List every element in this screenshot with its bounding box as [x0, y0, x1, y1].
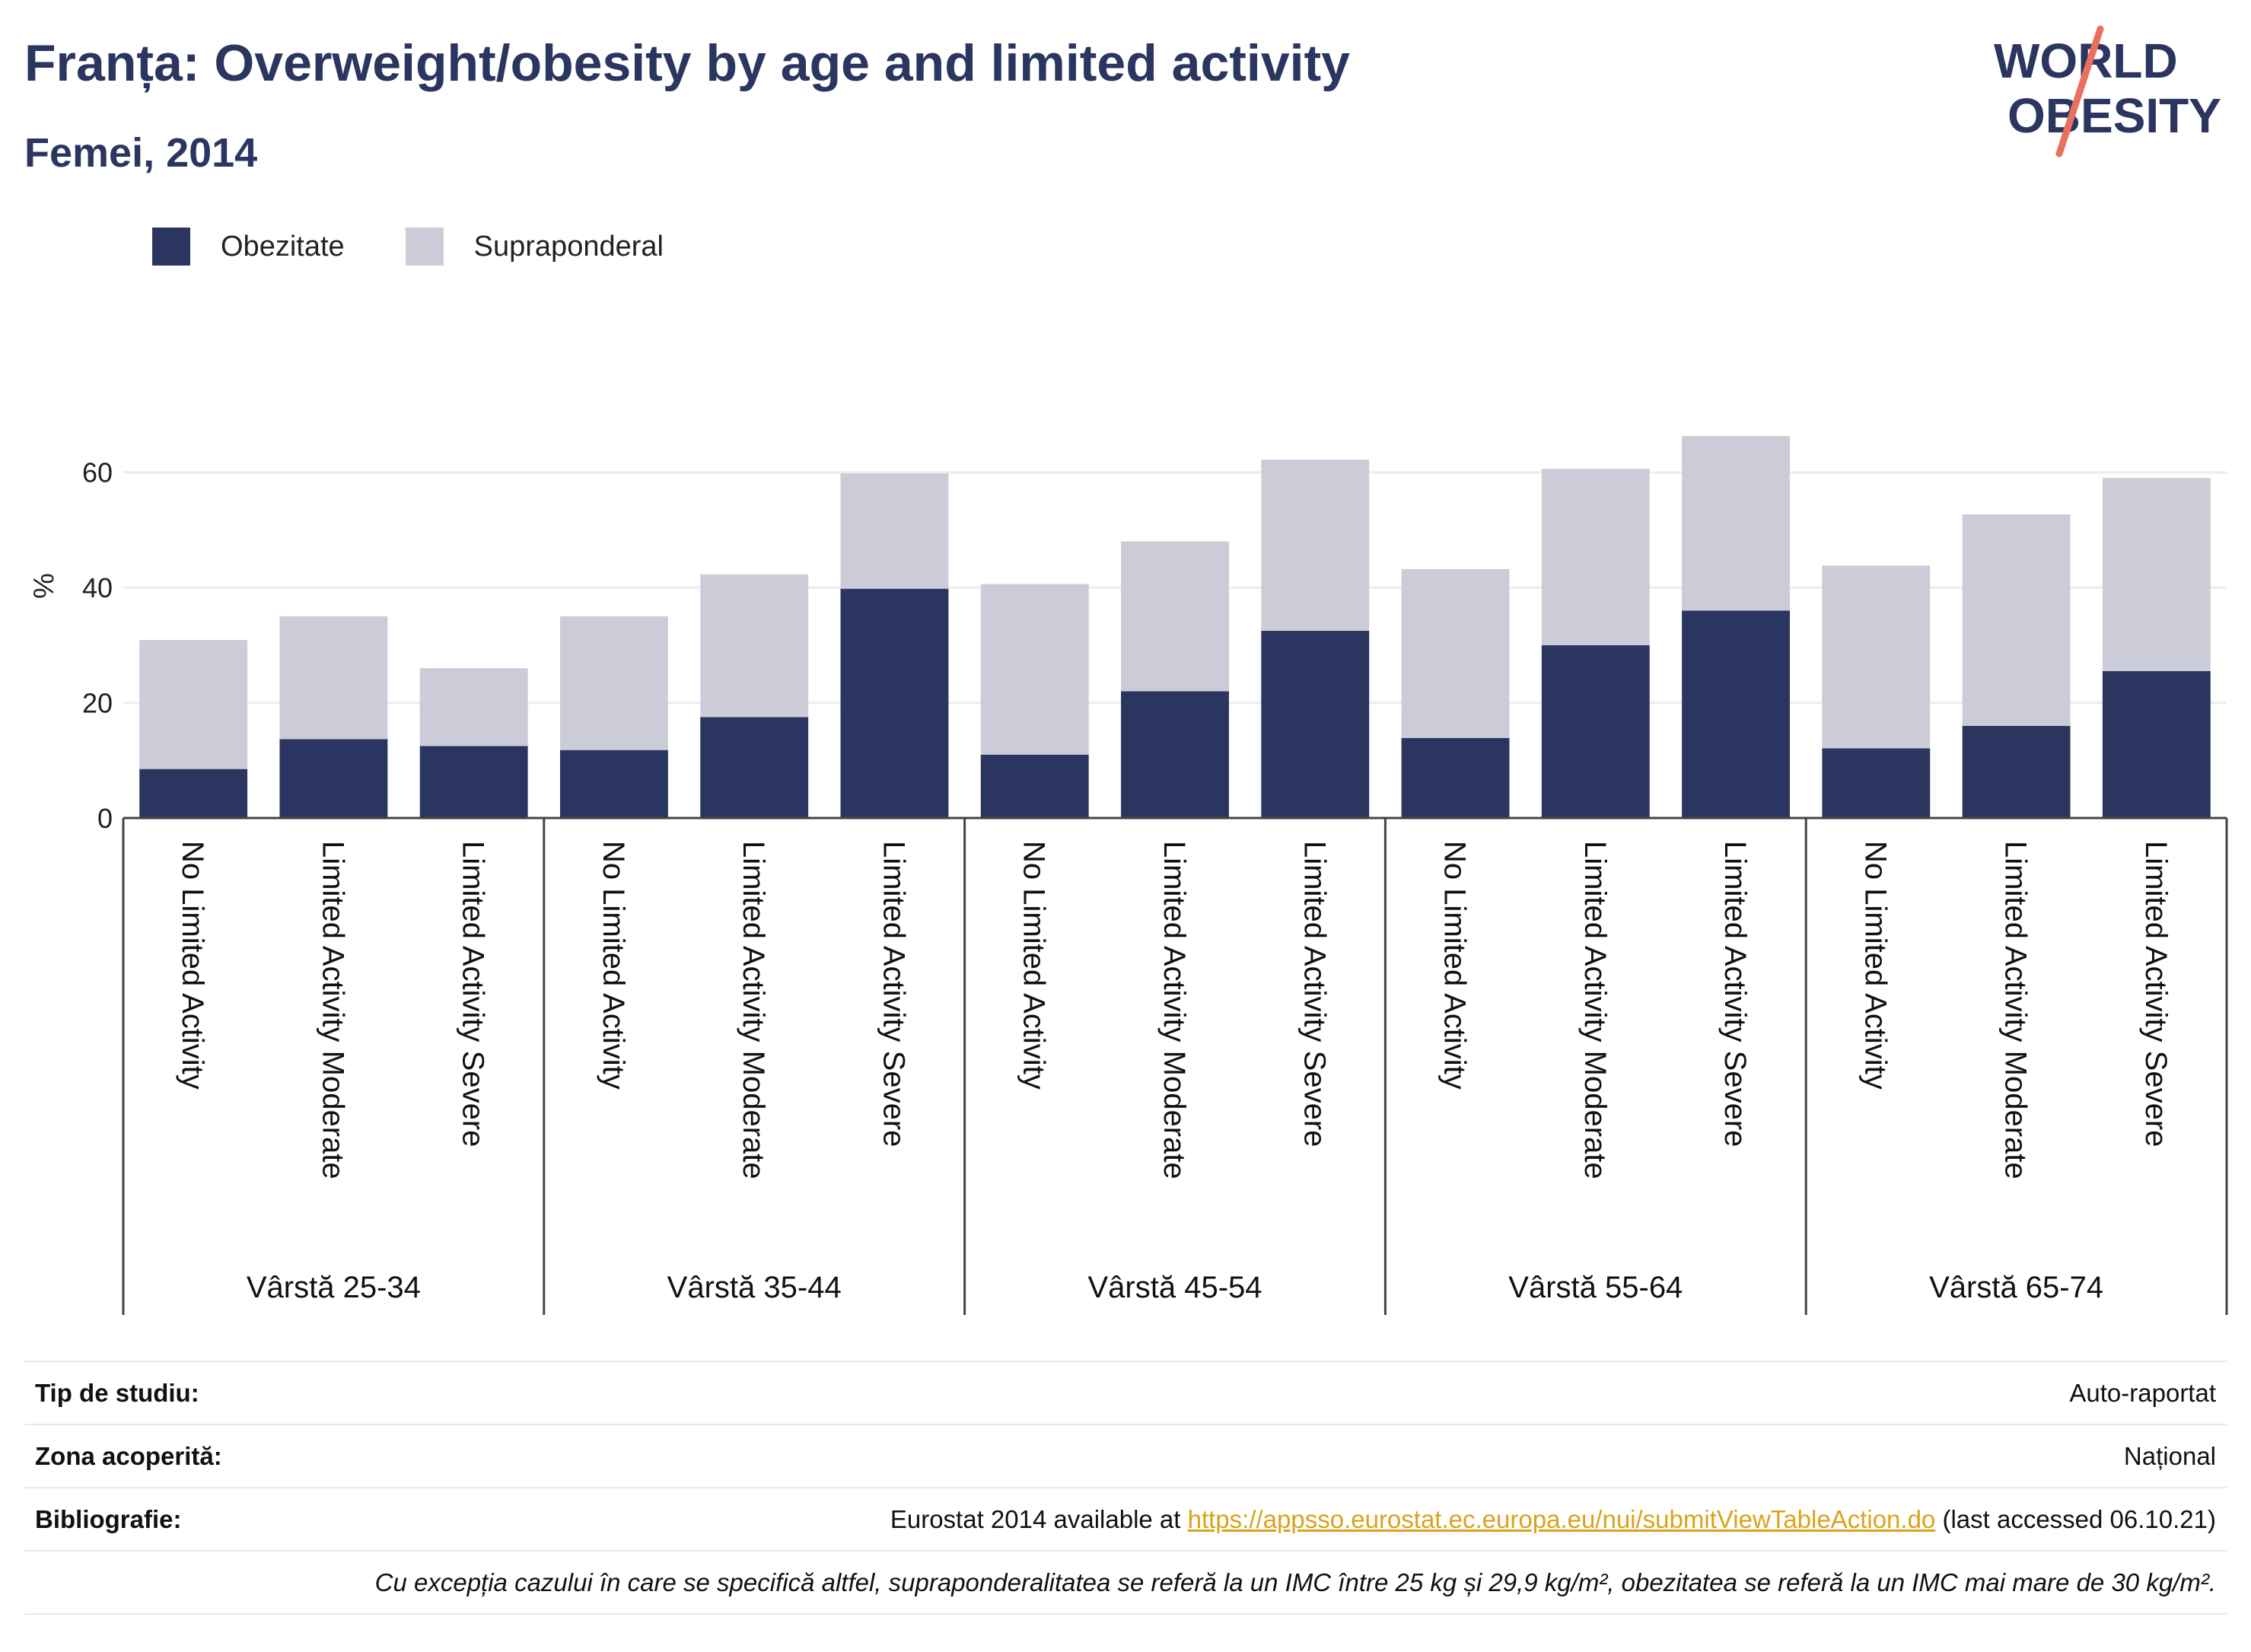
bar-obesity: [1261, 630, 1370, 818]
bar-overweight: [2102, 478, 2211, 671]
bar-overweight: [840, 473, 949, 589]
bar-obesity: [1121, 691, 1229, 818]
x-category-label: Limited Activity Moderate: [1157, 841, 1191, 1179]
logo-text-obesity: OBESITY: [2007, 88, 2221, 143]
legend-swatch-overweight: [405, 228, 444, 266]
bar-overweight: [1121, 541, 1229, 692]
x-category-label: Limited Activity Moderate: [316, 841, 349, 1179]
legend-item-overweight: Supraponderal: [405, 228, 664, 266]
coverage-label: Zona acoperită:: [35, 1441, 222, 1470]
chart-subtitle: Femei, 2014: [24, 130, 258, 176]
legend-item-obesity: Obezitate: [152, 228, 345, 266]
bar-overweight: [700, 574, 809, 718]
bar-obesity: [1822, 748, 1931, 818]
y-tick-label: 60: [82, 457, 113, 489]
x-category-label: No Limited Activity: [1438, 841, 1472, 1090]
x-category-label: Limited Activity Severe: [2139, 841, 2173, 1147]
definition-note: Cu excepția cazului în care se specifică…: [374, 1568, 2216, 1596]
info-row-coverage: Zona acoperită: Național: [24, 1424, 2227, 1487]
x-group-label: Vârstă 35-44: [667, 1271, 842, 1304]
bar-overweight: [1822, 565, 1931, 749]
x-group-label: Vârstă 55-64: [1508, 1271, 1683, 1304]
world-obesity-logo: WORLD OBESITY: [1994, 25, 2221, 158]
bar-obesity: [700, 717, 809, 818]
coverage-value: Național: [2123, 1441, 2216, 1470]
bar-obesity: [1962, 725, 2071, 818]
logo-slash-mark: [2055, 25, 2104, 158]
bar-overweight: [1682, 436, 1791, 611]
bar-obesity: [2102, 670, 2211, 818]
x-category-label: Limited Activity Moderate: [737, 841, 770, 1179]
y-tick-label: 40: [82, 572, 113, 603]
study-type-value: Auto-raportat: [2069, 1378, 2216, 1407]
bibliography-prefix: Eurostat 2014 available at: [890, 1504, 1188, 1533]
bibliography-value: Eurostat 2014 available at https://appss…: [890, 1505, 2227, 1534]
x-category-label: No Limited Activity: [597, 841, 630, 1090]
y-axis-label: %: [28, 573, 60, 599]
x-category-label: No Limited Activity: [1858, 841, 1892, 1090]
info-row-study-type: Tip de studiu: Auto-raportat: [24, 1361, 2227, 1424]
bar-overweight: [419, 668, 528, 746]
x-group-label: Vârstă 25-34: [247, 1271, 421, 1304]
y-tick-label: 20: [82, 688, 113, 719]
bar-obesity: [980, 754, 1089, 818]
x-category-label: No Limited Activity: [176, 841, 209, 1090]
x-category-label: Limited Activity Moderate: [1578, 841, 1612, 1179]
bar-overweight: [980, 584, 1089, 755]
x-group-label: Vârstă 45-54: [1087, 1271, 1262, 1304]
x-group-label: Vârstă 65-74: [1929, 1271, 2103, 1304]
chart-legend: Obezitate Supraponderal: [152, 225, 724, 268]
legend-label-obesity: Obezitate: [221, 230, 345, 263]
bar-obesity: [1682, 610, 1791, 818]
bar-overweight: [559, 616, 668, 750]
bar-obesity: [840, 588, 949, 818]
x-category-label: Limited Activity Severe: [1718, 841, 1752, 1147]
bar-overweight: [1401, 568, 1510, 738]
bar-overweight: [1261, 460, 1370, 631]
bar-overweight: [1541, 469, 1650, 645]
bar-obesity: [139, 769, 248, 818]
legend-swatch-obesity: [152, 228, 190, 266]
bar-obesity: [1401, 737, 1510, 818]
bar-overweight: [279, 616, 388, 740]
bar-obesity: [559, 750, 668, 818]
bar-obesity: [1541, 645, 1650, 818]
bibliography-label: Bibliografie:: [35, 1504, 182, 1533]
bibliography-suffix: (last accessed 06.10.21): [1935, 1504, 2216, 1533]
x-category-label: Limited Activity Moderate: [1999, 841, 2033, 1179]
bar-overweight: [1962, 514, 2071, 726]
x-category-label: Limited Activity Severe: [877, 841, 910, 1147]
info-row-bibliography: Bibliografie: Eurostat 2014 available at…: [24, 1487, 2227, 1550]
bar-chart: 0 20 40 60% No Limited Activity Limited Activ…: [28, 436, 2228, 1315]
bar-obesity: [279, 739, 388, 818]
chart-title: Franța: Overweight/obesity by age and li…: [24, 34, 1351, 92]
info-row-note: Cu excepția cazului în care se specifică…: [24, 1550, 2227, 1615]
legend-label-overweight: Supraponderal: [473, 230, 664, 263]
info-table: Tip de studiu: Auto-raportat Zona acoper…: [24, 1361, 2227, 1615]
x-category-label: Limited Activity Severe: [1297, 841, 1331, 1147]
bibliography-link[interactable]: https://appsso.eurostat.ec.europa.eu/nui…: [1187, 1504, 1936, 1533]
bar-obesity: [419, 746, 528, 818]
y-tick-label: 0: [97, 803, 113, 834]
bar-overweight: [139, 640, 248, 769]
study-type-label: Tip de studiu:: [35, 1378, 199, 1407]
x-category-label: Limited Activity Severe: [457, 841, 490, 1147]
x-category-label: No Limited Activity: [1017, 841, 1051, 1090]
